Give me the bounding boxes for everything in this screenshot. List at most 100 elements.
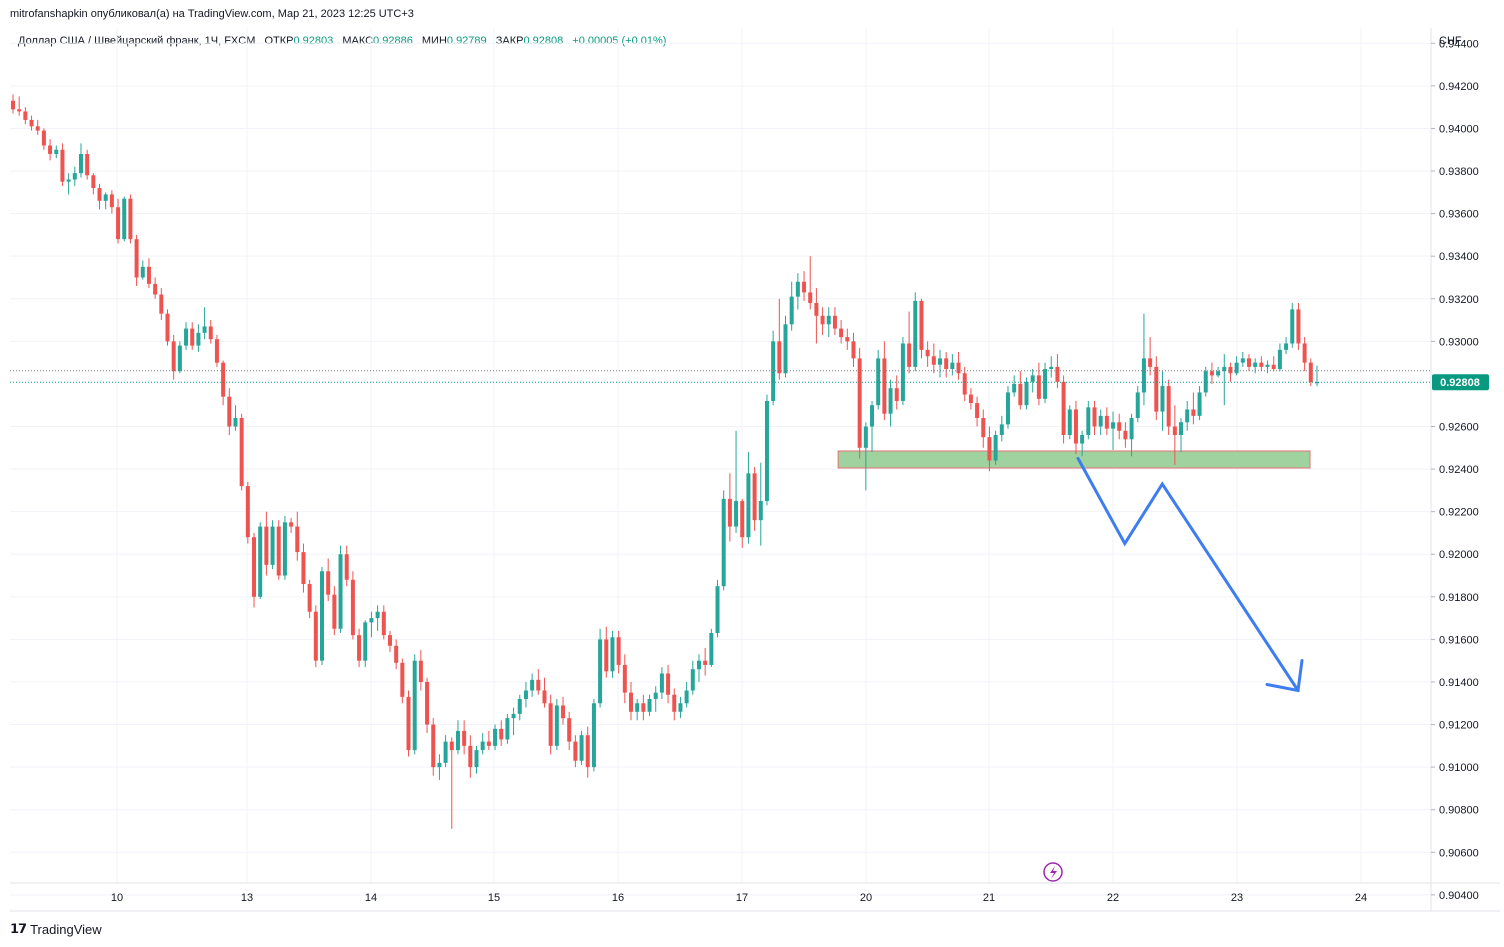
candle-body: [54, 149, 59, 154]
x-tick-label: 21: [983, 892, 995, 904]
candle-body: [1148, 358, 1153, 367]
candle-body: [233, 417, 238, 427]
candle-body: [1117, 422, 1122, 431]
candle-body: [245, 486, 250, 538]
candle-body: [128, 198, 133, 240]
open-label: ОТКР: [264, 35, 294, 47]
tradingview-logo-icon: 𝟭𝟳: [10, 921, 27, 936]
last-price-tag: [1432, 374, 1489, 391]
candle-body: [931, 356, 936, 365]
candle-body: [666, 673, 671, 695]
tradingview-logo[interactable]: 𝟭𝟳 TradingView: [10, 921, 102, 937]
candle-body: [604, 639, 609, 672]
x-tick-label: 15: [488, 892, 500, 904]
candle-body: [301, 552, 306, 585]
x-tick-label: 17: [736, 892, 748, 904]
candle-body: [122, 198, 127, 240]
candle-body: [808, 292, 813, 304]
symbol-title[interactable]: Доллар США / Швейцарский франк, 1Ч, FXCM: [18, 35, 256, 47]
lightning-event-icon[interactable]: [1043, 862, 1063, 882]
candle-body: [1284, 343, 1289, 350]
candle-body: [1290, 309, 1295, 344]
candle-body: [993, 435, 998, 461]
candle-body: [85, 153, 90, 176]
axes-layer: 0.94400 0.94200 0.94000 0.93800 0.93600 0.934…: [10, 28, 1500, 912]
x-tick-label: 24: [1355, 892, 1367, 904]
candle-body: [23, 111, 28, 120]
candle-body: [1253, 362, 1258, 367]
y-tick-label: 0.91000: [1439, 762, 1479, 774]
candle-body: [777, 341, 782, 374]
candle-body: [357, 635, 362, 661]
candle-body: [307, 584, 312, 612]
y-tick-label: 0.92400: [1439, 464, 1479, 476]
candle-body: [659, 673, 664, 693]
candle-body: [227, 396, 232, 427]
candle-body: [177, 345, 182, 372]
candle-body: [369, 618, 374, 623]
candle-body: [134, 239, 139, 278]
candle-body: [919, 300, 924, 350]
candle-body: [493, 728, 498, 746]
candle-body: [647, 699, 652, 712]
candle-body: [276, 526, 281, 576]
candle-body: [857, 358, 862, 448]
candle-body: [863, 426, 868, 448]
candle-body: [48, 145, 53, 154]
candle-body: [1179, 422, 1184, 436]
candle-body: [406, 696, 411, 751]
candle-body: [746, 473, 751, 538]
candle-body: [1141, 358, 1146, 393]
candle-body: [1005, 392, 1010, 425]
candle-body: [1061, 381, 1066, 436]
candle-body: [1271, 364, 1276, 370]
y-tick-label: 0.91800: [1439, 592, 1479, 604]
candle-body: [431, 724, 436, 768]
candle-body: [962, 373, 967, 395]
candle-body: [616, 637, 621, 665]
candle-body: [696, 660, 701, 670]
candle-body: [1080, 435, 1085, 444]
candle-body: [579, 735, 584, 761]
candle-body: [1073, 409, 1078, 444]
candle-body: [1216, 371, 1221, 376]
candle-body: [752, 473, 757, 521]
candle-body: [202, 326, 207, 333]
candle-body: [109, 194, 114, 208]
candle-body: [523, 690, 528, 700]
candle-body: [375, 611, 380, 619]
candle-body: [78, 153, 83, 174]
candle-body: [1185, 409, 1190, 423]
candle-body: [474, 750, 479, 768]
candle-body: [171, 341, 176, 372]
candle-body: [1166, 386, 1171, 427]
candle-body: [462, 730, 467, 746]
candle-body: [184, 328, 189, 346]
candles-layer: [11, 94, 1319, 829]
candle-body: [789, 296, 794, 325]
candle-body: [72, 173, 77, 180]
candle-body: [412, 660, 417, 751]
candle-body: [684, 690, 689, 704]
high-label: МАКС: [342, 35, 374, 47]
low-value: 0.92789: [446, 35, 487, 47]
candle-body: [1172, 426, 1177, 436]
candle-body: [1160, 386, 1165, 412]
candle-body: [1154, 366, 1159, 412]
support-zone-layer: [837, 450, 1311, 469]
candle-body: [400, 662, 405, 697]
close-value: 0.92808: [523, 35, 564, 47]
candle-body: [832, 315, 837, 329]
x-tick-label: 10: [111, 892, 123, 904]
projection-arrowhead: [1265, 658, 1304, 693]
y-tick-label: 0.92600: [1439, 422, 1479, 434]
candle-body: [1203, 371, 1208, 393]
candle-body: [320, 571, 324, 661]
candle-body: [455, 730, 460, 751]
y-tick-label: 0.90800: [1439, 805, 1479, 817]
candle-body: [740, 501, 745, 538]
candle-body: [721, 498, 726, 587]
candle-body: [35, 126, 40, 131]
publisher-line: mitrofanshapkin опубликовал(а) на Tradin…: [10, 8, 414, 20]
